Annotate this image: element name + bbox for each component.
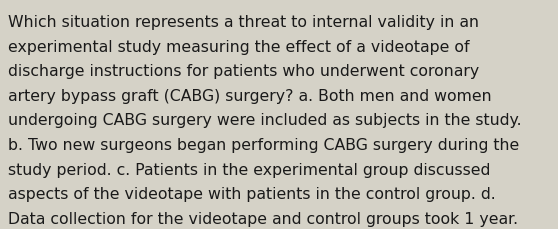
Text: artery bypass graft (CABG) surgery? a. Both men and women: artery bypass graft (CABG) surgery? a. B… <box>8 88 492 103</box>
Text: b. Two new surgeons began performing CABG surgery during the: b. Two new surgeons began performing CAB… <box>8 137 519 152</box>
Text: aspects of the videotape with patients in the control group. d.: aspects of the videotape with patients i… <box>8 186 496 201</box>
Text: study period. c. Patients in the experimental group discussed: study period. c. Patients in the experim… <box>8 162 490 177</box>
Text: discharge instructions for patients who underwent coronary: discharge instructions for patients who … <box>8 64 479 79</box>
Text: Which situation represents a threat to internal validity in an: Which situation represents a threat to i… <box>8 15 479 30</box>
Text: Data collection for the videotape and control groups took 1 year.: Data collection for the videotape and co… <box>8 211 518 226</box>
Text: experimental study measuring the effect of a videotape of: experimental study measuring the effect … <box>8 39 469 54</box>
Text: undergoing CABG surgery were included as subjects in the study.: undergoing CABG surgery were included as… <box>8 113 521 128</box>
